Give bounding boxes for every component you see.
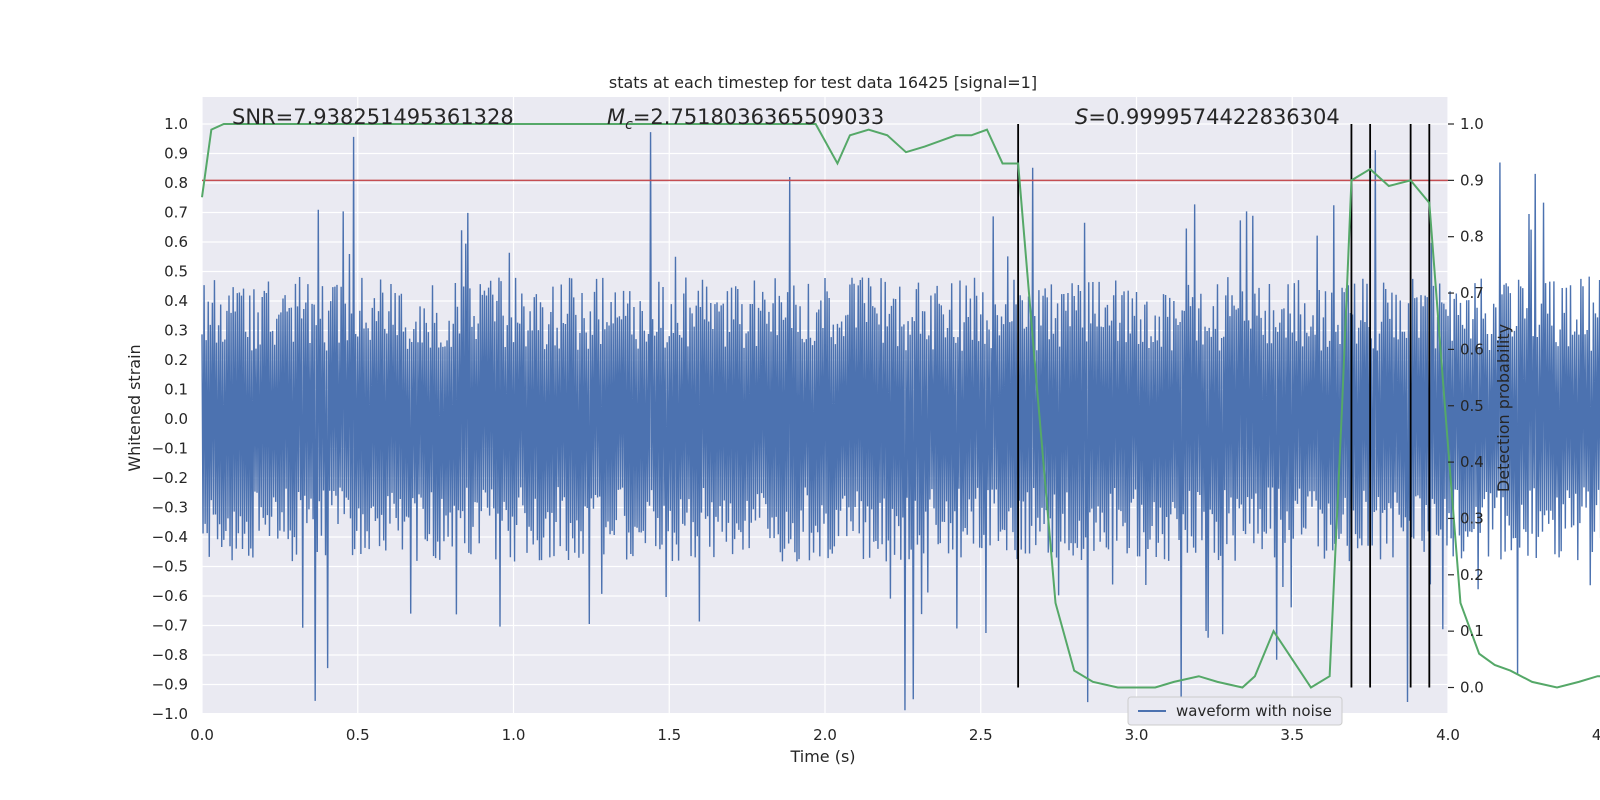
legend-entry: waveform with noise <box>1176 702 1332 720</box>
y2-tick-label: 0.8 <box>1460 228 1484 246</box>
x-axis-ticks: 0.00.51.01.52.02.53.03.54.04.55.05.56.06… <box>190 726 1600 744</box>
y-tick-label: −0.3 <box>152 499 188 517</box>
probability-line <box>201 123 1600 689</box>
y-tick-label: 0.1 <box>164 381 188 399</box>
legend: waveform with noise <box>1127 696 1343 726</box>
y-tick-label: −0.8 <box>152 646 188 664</box>
mc-value: =2.7518036365509033 <box>633 105 884 129</box>
s-value: =0.9999574422836304 <box>1088 105 1339 129</box>
y2-tick-label: 0.0 <box>1460 679 1484 697</box>
y2-axis-ticks: 1.0 0.9 0.8 0.7 0.6 0.5 0.4 0.3 0.2 0.1 0.0 <box>1448 115 1484 697</box>
event-lines <box>1017 124 1431 688</box>
y-tick-label: 0.0 <box>164 410 188 428</box>
x-tick-label: 1.0 <box>502 726 526 744</box>
s-symbol: S <box>1075 105 1088 129</box>
legend-box <box>1127 696 1343 726</box>
snr-annotation: SNR=7.938251495361328 <box>232 105 514 129</box>
y2-tick-label: 0.2 <box>1460 566 1484 584</box>
y-tick-label: 0.2 <box>164 351 188 369</box>
y-tick-label: −0.2 <box>152 469 188 487</box>
x-tick-label: 1.5 <box>657 726 681 744</box>
y2-tick-label: 0.5 <box>1460 397 1484 415</box>
x-tick-label: 3.0 <box>1125 726 1149 744</box>
y2-tick-label: 0.9 <box>1460 171 1484 189</box>
y2-tick-label: 0.3 <box>1460 509 1484 527</box>
y-tick-label: 0.6 <box>164 233 188 251</box>
y2-tick-label: 0.4 <box>1460 453 1484 471</box>
y-tick-label: 0.5 <box>164 263 188 281</box>
y-tick-label: 0.3 <box>164 322 188 340</box>
y2-tick-label: 0.6 <box>1460 340 1484 358</box>
y2-tick-label: 0.1 <box>1460 622 1484 640</box>
x-tick-label: 4.0 <box>1436 726 1460 744</box>
mc-symbol: M <box>607 105 625 129</box>
x-tick-label: 0.5 <box>346 726 370 744</box>
y-tick-label: −0.5 <box>152 558 188 576</box>
y-tick-label: −1.0 <box>152 705 188 723</box>
x-tick-label: 0.0 <box>190 726 214 744</box>
y2-tick-label: 1.0 <box>1460 115 1484 133</box>
mc-annotation: Mc=2.7518036365509033 <box>607 105 884 133</box>
y2-tick-label: 0.7 <box>1460 284 1484 302</box>
probability-series <box>201 123 1600 689</box>
y-tick-label: 1.0 <box>164 115 188 133</box>
y-tick-label: −0.4 <box>152 528 188 546</box>
y-tick-label: −0.9 <box>152 676 188 694</box>
x-tick-label: 2.5 <box>969 726 993 744</box>
y-tick-label: −0.6 <box>152 587 188 605</box>
x-tick-label: 2.0 <box>813 726 837 744</box>
y-tick-label: 0.7 <box>164 204 188 222</box>
y-axis-ticks: 1.0 0.9 0.8 0.7 0.6 0.5 0.4 0.3 0.2 0.1 0.0 −0.1 −0.… <box>152 115 188 723</box>
y-tick-label: 0.9 <box>164 145 188 163</box>
s-annotation: S=0.9999574422836304 <box>1075 105 1340 129</box>
chart-title: stats at each timestep for test data 164… <box>609 73 1037 92</box>
y-tick-label: −0.7 <box>152 617 188 635</box>
x-tick-label: 3.5 <box>1280 726 1304 744</box>
x-axis-label: Time (s) <box>789 747 855 766</box>
x-tick-label: 4.5 <box>1592 726 1600 744</box>
y2-axis-label: Detection probability <box>1494 324 1513 492</box>
mc-subscript: c <box>625 117 633 133</box>
y-tick-label: 0.8 <box>164 174 188 192</box>
y-tick-label: −0.1 <box>152 440 188 458</box>
y-axis-label: Whitened strain <box>125 344 144 471</box>
y-tick-label: 0.4 <box>164 292 188 310</box>
